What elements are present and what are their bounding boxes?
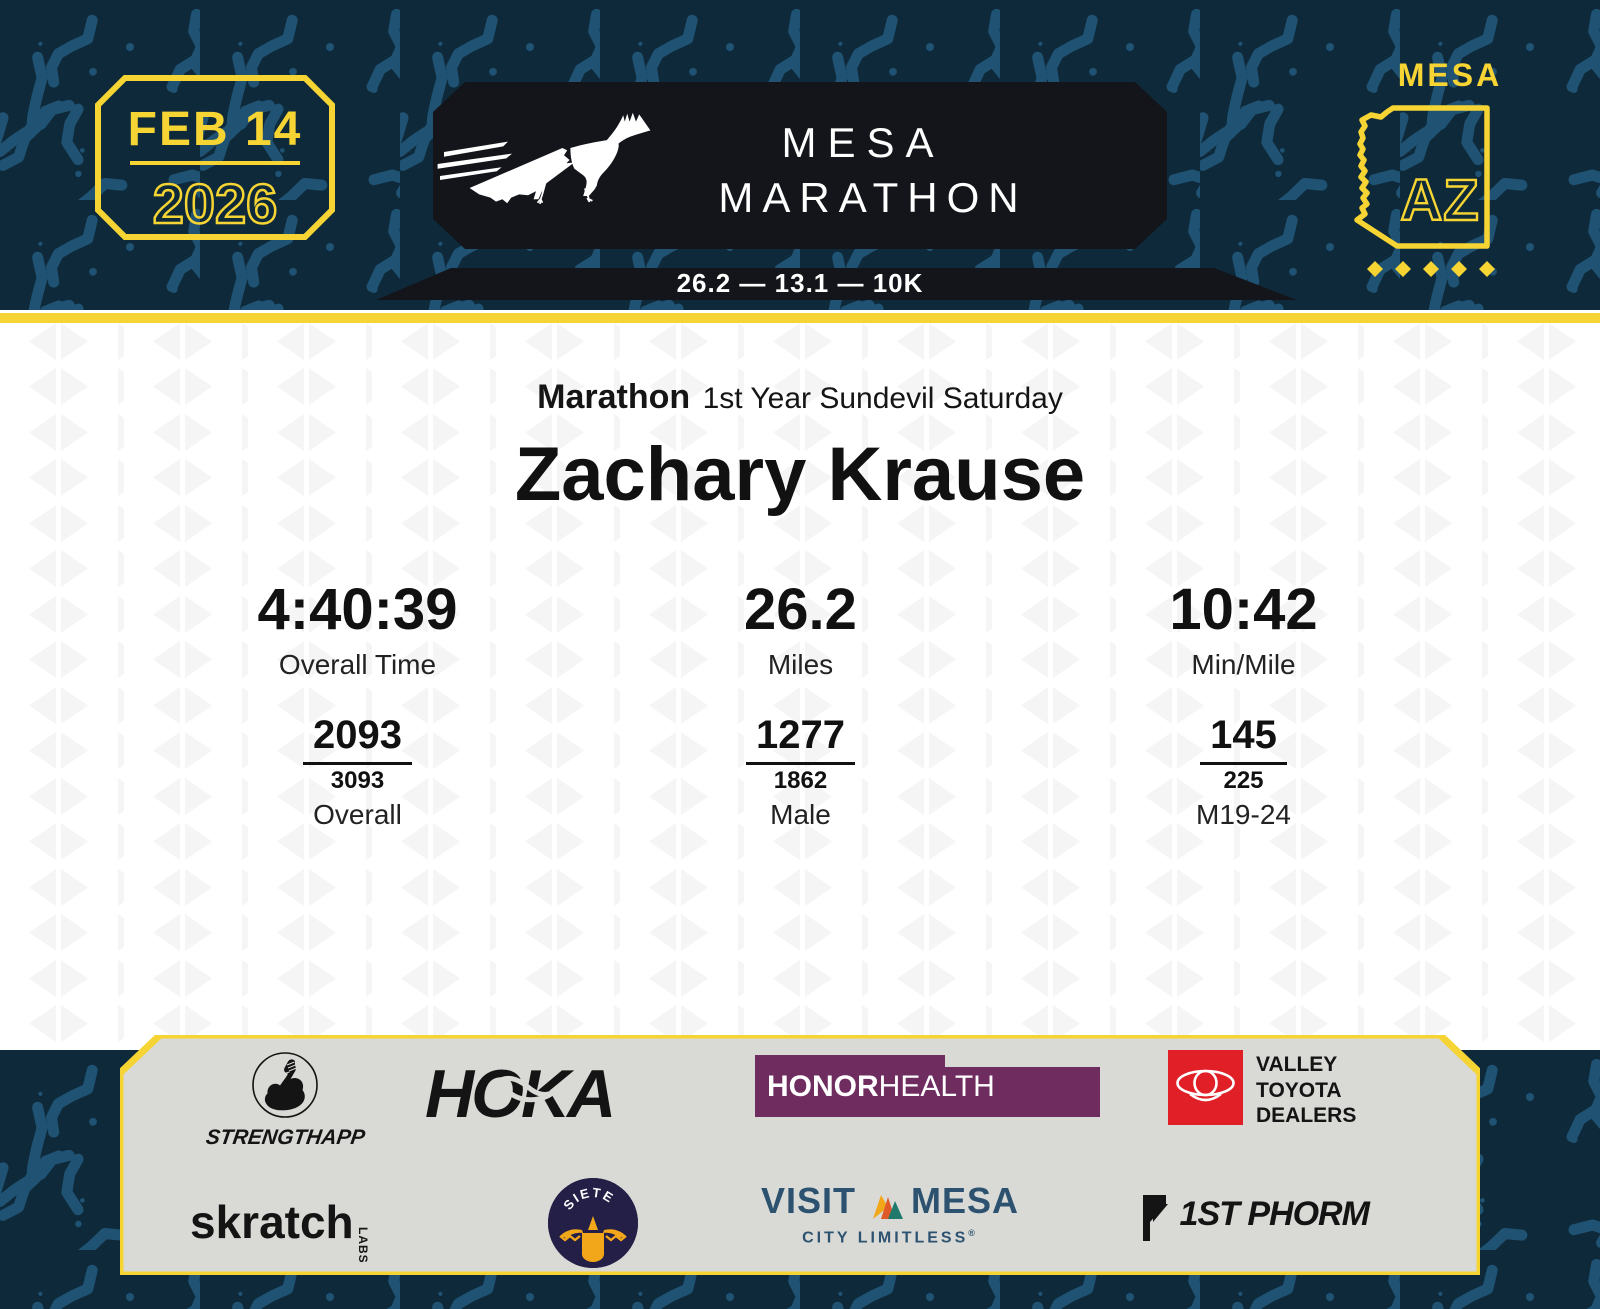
svg-text:AZ: AZ <box>1400 168 1479 233</box>
svg-text:HONORHEALTH: HONORHEALTH <box>767 1070 995 1103</box>
svg-text:MARATHON: MARATHON <box>718 174 1027 221</box>
svg-text:MESA: MESA <box>781 119 944 166</box>
svg-text:FEB 14: FEB 14 <box>128 103 303 156</box>
svg-text:2026: 2026 <box>153 172 278 235</box>
svg-text:26.2 — 13.1 — 10K: 26.2 — 13.1 — 10K <box>677 268 924 298</box>
svg-text:HOKA: HOKA <box>425 1056 613 1130</box>
svg-text:MESA: MESA <box>1398 57 1502 93</box>
